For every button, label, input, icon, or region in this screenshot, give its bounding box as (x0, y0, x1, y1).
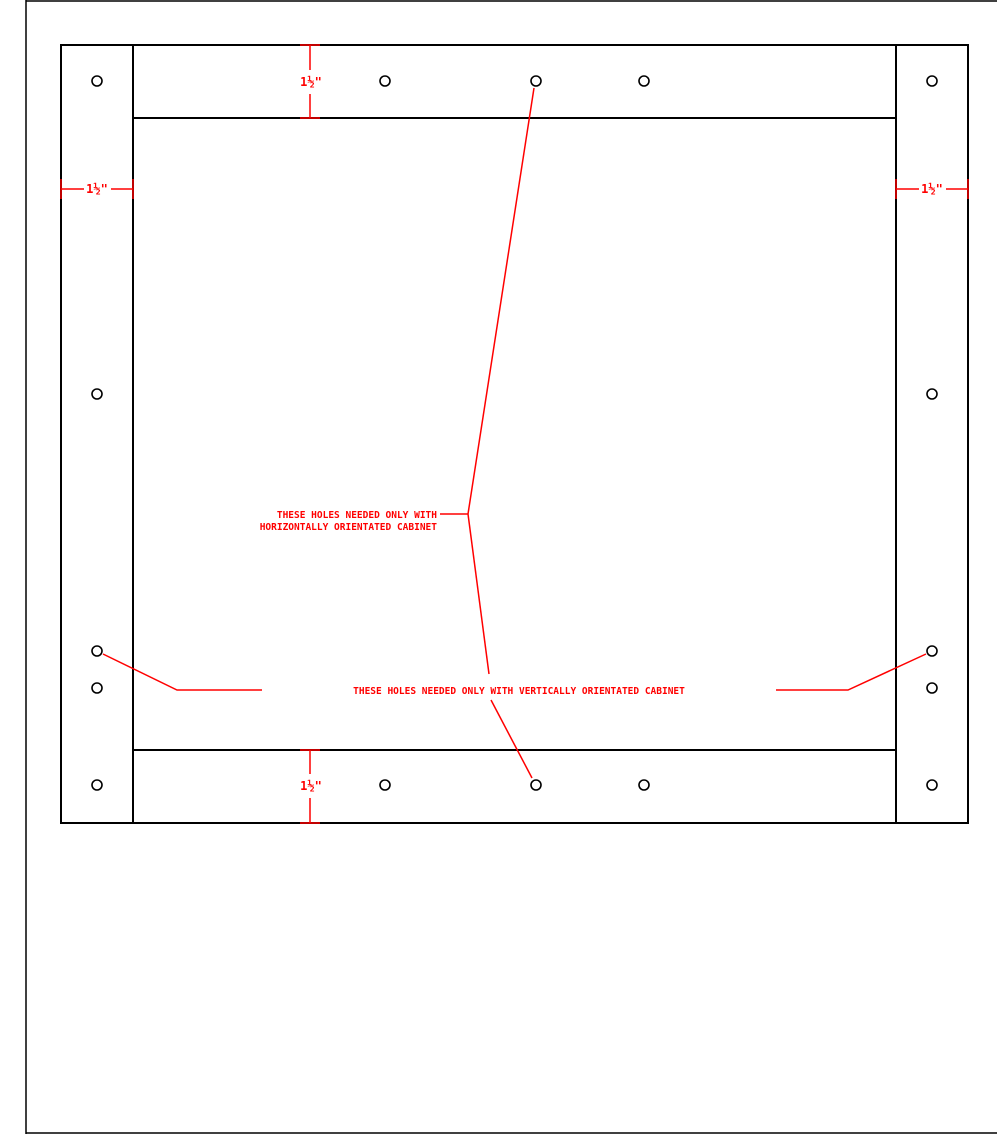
left-rail-dimension (60, 179, 134, 199)
annotations (60, 44, 969, 824)
hole (638, 779, 650, 791)
outer-frame (60, 44, 969, 824)
vertical-note-leaders (102, 653, 927, 691)
hole (926, 645, 938, 657)
hole (91, 779, 103, 791)
hole (530, 75, 542, 87)
hole (926, 388, 938, 400)
horizontal-note-line1: THESE HOLES NEEDED ONLY WITH (277, 510, 437, 521)
hole (530, 779, 542, 791)
right-rail-dim-label: 1½" (921, 182, 943, 196)
horizontal-note-line2: HORIZONTALLY ORIENTATED CABINET (260, 522, 438, 533)
hole (638, 75, 650, 87)
hole (91, 682, 103, 694)
right-rail-dimension (895, 179, 969, 199)
left-rail-dim-label: 1½" (86, 182, 108, 196)
top-rail-dim-label: 1½" (300, 75, 322, 89)
hole (926, 682, 938, 694)
vertical-note: THESE HOLES NEEDED ONLY WITH VERTICALLY … (353, 686, 685, 697)
hole (379, 75, 391, 87)
hole (91, 645, 103, 657)
sheet-border (25, 0, 997, 1134)
bottom-rail-dim-label: 1½" (300, 779, 322, 793)
mounting-holes (91, 75, 938, 791)
hole (91, 75, 103, 87)
hole (926, 779, 938, 791)
frame-outline (60, 44, 969, 824)
notes: THESE HOLES NEEDED ONLY WITH HORIZONTALL… (260, 510, 685, 697)
horizontal-note-leaders (440, 87, 535, 779)
top-rail-dimension (300, 44, 320, 119)
hole (91, 388, 103, 400)
hole (379, 779, 391, 791)
dimension-labels: 1½" 1½" 1½" 1½" (86, 75, 943, 793)
hole (926, 75, 938, 87)
bottom-rail-dimension (300, 749, 320, 824)
